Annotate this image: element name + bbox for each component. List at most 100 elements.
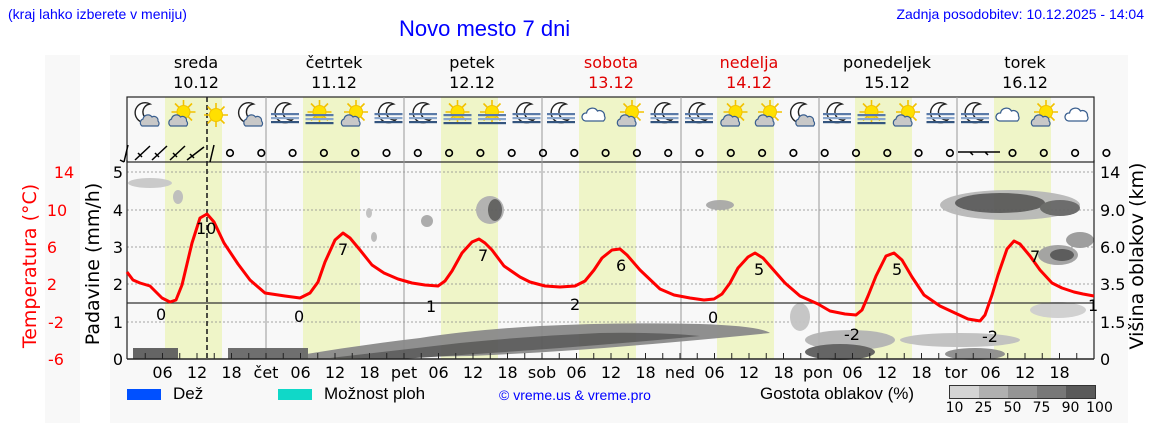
x-tick-label: 06 bbox=[152, 363, 172, 382]
x-tick-label: 18 bbox=[497, 363, 517, 382]
x-tick-label: 12 bbox=[187, 363, 207, 382]
svg-text:-2: -2 bbox=[982, 327, 998, 346]
moon-fog-icon bbox=[409, 103, 437, 123]
x-tick-label: 18 bbox=[635, 363, 655, 382]
x-tick-label: 12 bbox=[601, 363, 621, 382]
cloud-height-axis-label: Višina oblakov (km) bbox=[1126, 163, 1148, 350]
svg-text:5: 5 bbox=[113, 163, 123, 182]
svg-text:5: 5 bbox=[892, 260, 902, 279]
day-header: sreda 10.12 bbox=[173, 53, 219, 92]
x-tick-labels: 06 12 18 čet 06 12 18 pet 06 12 18 sob 06 12 18 ned 06 12… bbox=[152, 363, 1069, 382]
svg-text:1: 1 bbox=[1088, 296, 1098, 315]
moon-cloud-icon bbox=[791, 103, 815, 126]
svg-text:-6: -6 bbox=[48, 350, 64, 369]
x-tick-label: 18 bbox=[359, 363, 379, 382]
sun-icon bbox=[204, 103, 228, 127]
cloud-density-label: Gostota oblakov (%) bbox=[760, 384, 915, 403]
x-tick-label: 18 bbox=[773, 363, 793, 382]
x-tick-label: 06 bbox=[842, 363, 862, 382]
cloud-density-ticks: 10 25 50 75 90 100 bbox=[945, 400, 1113, 416]
wind-indicators bbox=[119, 144, 1000, 163]
cloud-icon bbox=[1065, 108, 1088, 121]
svg-text:2: 2 bbox=[47, 275, 57, 294]
svg-text:6: 6 bbox=[616, 256, 626, 275]
svg-text:9.0: 9.0 bbox=[1100, 201, 1125, 220]
rain-swatch bbox=[127, 388, 161, 400]
moon-fog-icon bbox=[513, 103, 541, 123]
svg-text:7: 7 bbox=[338, 240, 348, 259]
temperature-axis-panel bbox=[45, 55, 80, 423]
x-tick-label: pet bbox=[391, 363, 417, 382]
x-tick-label: 18 bbox=[1049, 363, 1069, 382]
svg-text:6.0: 6.0 bbox=[1100, 238, 1125, 257]
svg-text:14: 14 bbox=[54, 163, 74, 182]
legend-showers: Možnost ploh bbox=[278, 384, 425, 404]
cloud-density-scale bbox=[949, 385, 1096, 399]
svg-text:7: 7 bbox=[478, 246, 488, 265]
x-tick-label: 12 bbox=[463, 363, 483, 382]
day-header: petek 12.12 bbox=[449, 53, 495, 92]
x-tick-label: sob bbox=[528, 363, 556, 382]
svg-text:-2: -2 bbox=[844, 325, 860, 344]
x-tick-label: čet bbox=[254, 363, 279, 382]
temperature-ticks: 14 10 6 2 -2 -6 bbox=[47, 163, 74, 369]
x-tick-label: 18 bbox=[911, 363, 931, 382]
svg-text:0: 0 bbox=[113, 350, 123, 369]
day-header-weekend: nedelja 14.12 bbox=[719, 53, 779, 92]
temp-labels: 0 10 0 7 1 7 2 6 0 5 -2 5 -2 7 1 bbox=[156, 219, 1098, 346]
location-hint: (kraj lahko izberete v meniju) bbox=[8, 6, 187, 22]
cloud-height-ticks: 14 9.0 6.0 3.5 1.5 0 bbox=[1100, 163, 1125, 369]
moon-fog-icon bbox=[547, 103, 575, 123]
moon-cloud-icon bbox=[239, 103, 263, 126]
svg-text:7: 7 bbox=[1030, 247, 1040, 266]
svg-text:2: 2 bbox=[113, 275, 123, 294]
x-tick-label: tor bbox=[945, 363, 968, 382]
svg-text:10: 10 bbox=[196, 219, 216, 238]
svg-text:2: 2 bbox=[570, 295, 580, 314]
day-header: torek 16.12 bbox=[1002, 53, 1048, 92]
day-header-weekend: sobota 13.12 bbox=[583, 53, 639, 92]
x-tick-label: 06 bbox=[980, 363, 1000, 382]
svg-text:0: 0 bbox=[294, 307, 304, 326]
svg-text:1: 1 bbox=[426, 297, 436, 316]
daylight-bands bbox=[165, 97, 1051, 359]
moon-fog-icon bbox=[823, 103, 851, 123]
moon-fog-icon bbox=[685, 103, 713, 123]
x-tick-label: 06 bbox=[428, 363, 448, 382]
x-tick-label: 12 bbox=[325, 363, 345, 382]
precip-axis-label: Padavine (mm/h) bbox=[82, 183, 104, 346]
moon-fog-icon bbox=[271, 103, 299, 123]
legend-rain: Dež bbox=[127, 384, 203, 404]
svg-text:0: 0 bbox=[1100, 350, 1110, 369]
last-update: Zadnja posodobitev: 10.12.2025 - 14:04 bbox=[896, 6, 1144, 22]
temperature-axis-label: Temperatura (°C) bbox=[19, 184, 41, 349]
copyright: © vreme.us & vreme.pro bbox=[499, 387, 651, 403]
x-tick-label: 06 bbox=[566, 363, 586, 382]
svg-text:6: 6 bbox=[47, 238, 57, 257]
temperature-line bbox=[125, 212, 1095, 323]
moon-fog-icon bbox=[651, 103, 679, 123]
page-title: Novo mesto 7 dni bbox=[399, 16, 571, 41]
moon-fog-icon bbox=[375, 103, 403, 123]
svg-text:4: 4 bbox=[113, 201, 123, 220]
x-tick-label: 06 bbox=[290, 363, 310, 382]
moon-fog-icon bbox=[961, 103, 989, 123]
x-tick-label: 12 bbox=[877, 363, 897, 382]
x-tick-label: 06 bbox=[704, 363, 724, 382]
svg-text:14: 14 bbox=[1100, 163, 1120, 182]
showers-swatch bbox=[278, 388, 312, 400]
x-tick-label: ned bbox=[665, 363, 695, 382]
moon-fog-icon bbox=[927, 103, 955, 123]
svg-text:3.5: 3.5 bbox=[1100, 275, 1125, 294]
svg-text:1.5: 1.5 bbox=[1100, 313, 1125, 332]
x-tick-label: pon bbox=[803, 363, 833, 382]
svg-text:3: 3 bbox=[113, 238, 123, 257]
day-header: ponedeljek 15.12 bbox=[843, 53, 931, 92]
moon-cloud-icon bbox=[135, 103, 159, 126]
precip-ticks: 5 4 3 2 1 0 bbox=[113, 163, 123, 369]
svg-text:10: 10 bbox=[47, 201, 67, 220]
x-tick-label: 18 bbox=[221, 363, 241, 382]
svg-text:0: 0 bbox=[156, 305, 166, 324]
day-header: četrtek 11.12 bbox=[305, 53, 363, 92]
